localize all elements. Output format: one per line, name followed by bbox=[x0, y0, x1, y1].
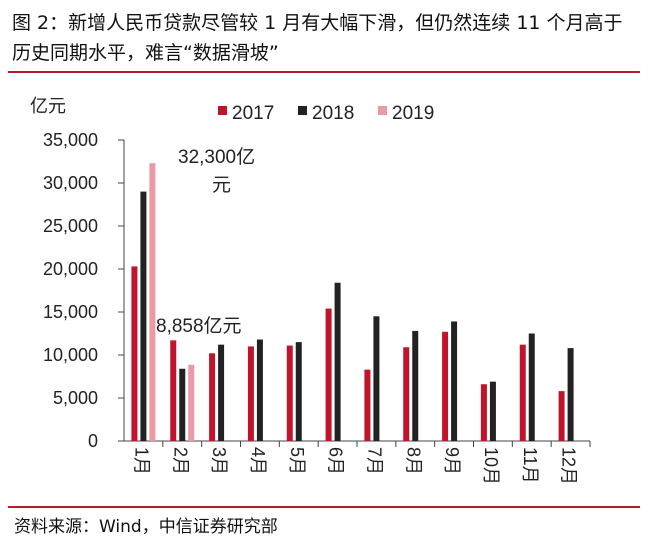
x-tick-label: 8月 bbox=[403, 447, 423, 475]
y-tick-label: 20,000 bbox=[43, 259, 98, 279]
bar-2018-5 bbox=[295, 342, 302, 441]
y-tick-label: 10,000 bbox=[43, 345, 98, 365]
y-tick-label: 15,000 bbox=[43, 302, 98, 322]
bar-2018-11 bbox=[528, 333, 535, 441]
bar-2019-2 bbox=[188, 364, 195, 441]
top-rule bbox=[8, 71, 640, 73]
y-tick-label: 0 bbox=[88, 431, 98, 451]
bar-2017-6 bbox=[325, 308, 332, 441]
annotation-feb-2019: 8,858亿元 bbox=[156, 315, 242, 337]
source-note: 资料来源：Wind，中信证券研究部 bbox=[14, 517, 278, 537]
bar-2018-3 bbox=[218, 344, 225, 441]
x-tick-label: 1月 bbox=[131, 447, 151, 475]
annotation-jan-2019-line2: 元 bbox=[212, 175, 231, 196]
bar-2018-6 bbox=[334, 282, 341, 441]
y-tick-label: 35,000 bbox=[43, 130, 98, 150]
bar-2017-5 bbox=[286, 345, 293, 441]
x-tick-label: 10月 bbox=[481, 447, 501, 485]
bar-2017-2 bbox=[170, 340, 177, 441]
bar-2018-1 bbox=[140, 191, 147, 441]
bar-2017-12 bbox=[558, 391, 565, 441]
y-tick-label: 5,000 bbox=[53, 388, 98, 408]
x-tick-label: 3月 bbox=[209, 447, 229, 475]
bar-2017-11 bbox=[519, 344, 526, 441]
bottom-rule bbox=[8, 506, 640, 508]
bar-2017-1 bbox=[131, 266, 138, 441]
y-tick-label: 30,000 bbox=[43, 173, 98, 193]
x-tick-label: 7月 bbox=[364, 447, 384, 475]
bar-2018-9 bbox=[451, 321, 458, 441]
bar-2018-7 bbox=[373, 316, 380, 441]
bar-2018-2 bbox=[179, 368, 186, 441]
chart-title: 图 2：新增人民币贷款尽管较 1 月有大幅下滑，但仍然连续 11 个月高于历史同… bbox=[12, 12, 623, 64]
bar-2018-4 bbox=[256, 339, 263, 441]
annotation-jan-2019-line1: 32,300亿 bbox=[178, 146, 255, 168]
bar-2017-9 bbox=[442, 331, 449, 441]
legend-swatch-2017 bbox=[218, 106, 227, 115]
x-tick-label: 9月 bbox=[442, 447, 462, 475]
bar-2017-8 bbox=[403, 347, 410, 441]
bar-2017-10 bbox=[480, 384, 487, 441]
legend-label-2018: 2018 bbox=[312, 103, 354, 124]
x-tick-label: 11月 bbox=[520, 447, 540, 484]
bar-2018-12 bbox=[567, 348, 574, 441]
legend-swatch-2019 bbox=[378, 106, 387, 115]
bar-2018-10 bbox=[489, 381, 496, 441]
bar-2017-7 bbox=[364, 369, 371, 441]
bar-2018-8 bbox=[412, 330, 419, 441]
legend-swatch-2018 bbox=[298, 106, 307, 115]
x-tick-label: 6月 bbox=[326, 447, 346, 475]
x-tick-label: 4月 bbox=[248, 447, 268, 475]
x-tick-label: 12月 bbox=[559, 447, 579, 485]
bar-2017-4 bbox=[247, 346, 254, 441]
bar-2019-1 bbox=[149, 163, 156, 441]
bar-2017-3 bbox=[209, 353, 216, 441]
y-tick-label: 25,000 bbox=[43, 216, 98, 236]
x-tick-label: 2月 bbox=[170, 447, 190, 475]
x-tick-label: 5月 bbox=[287, 447, 307, 475]
y-axis-unit-label: 亿元 bbox=[30, 96, 66, 116]
legend-label-2019: 2019 bbox=[392, 103, 434, 124]
legend-label-2017: 2017 bbox=[232, 103, 274, 124]
